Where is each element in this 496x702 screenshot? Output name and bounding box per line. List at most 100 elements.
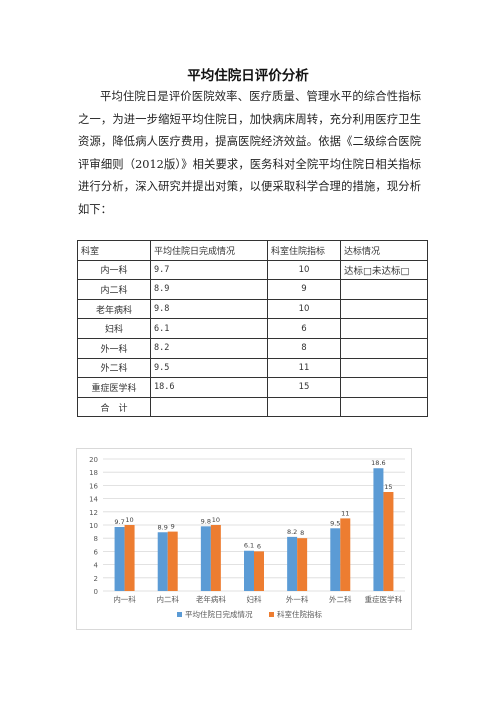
cell-status (340, 279, 428, 300)
table-row: 妇科 6.1 6 (77, 318, 428, 339)
bar (167, 531, 178, 591)
header-actual: 平均住院日完成情况 (150, 240, 268, 261)
cell-target (267, 396, 341, 418)
y-tick-label: 2 (94, 575, 98, 583)
cell-dept: 重症医学科 (77, 377, 151, 398)
y-tick-label: 18 (89, 469, 98, 477)
cell-target: 15 (267, 377, 341, 398)
data-label: 9.7 (114, 518, 124, 526)
table-row: 内一科 9.7 10 达标□未达标□ (77, 259, 428, 281)
cell-status (340, 298, 428, 320)
data-label: 9.5 (330, 519, 340, 527)
cell-status (340, 337, 428, 359)
cell-status: 达标□未达标□ (340, 259, 428, 281)
cell-target: 8 (267, 337, 341, 359)
x-tick-label: 妇科 (247, 594, 262, 604)
cell-dept: 内一科 (77, 259, 151, 281)
data-label: 8 (300, 529, 304, 537)
cell-dept: 老年病科 (77, 298, 151, 320)
cell-actual: 8.2 (150, 337, 268, 359)
cell-target: 9 (267, 279, 341, 300)
data-label: 15 (384, 483, 392, 491)
cell-actual: 9.7 (150, 259, 268, 281)
department-table: 科室 平均住院日完成情况 科室住院指标 达标情况 内一科 9.7 10 达标□未… (77, 240, 428, 418)
data-label: 8.9 (158, 523, 168, 531)
bar (210, 525, 221, 591)
x-tick-label: 外二科 (329, 594, 352, 604)
cell-actual: 9.8 (150, 298, 268, 320)
cell-dept: 外二科 (77, 357, 151, 379)
y-tick-label: 8 (94, 535, 98, 543)
data-label: 9 (171, 523, 175, 531)
chart-frame: 0 2 4 6 8 10 12 14 16 18 20 9.7 10 内一科 8.9 9 内二科 9.8 10 老年病… (76, 448, 412, 630)
data-label: 10 (125, 516, 133, 524)
cell-status (340, 377, 428, 398)
bar (200, 526, 211, 591)
y-tick-label: 6 (94, 548, 99, 556)
y-tick-label: 4 (94, 562, 99, 570)
table-total-row: 合 计 (77, 396, 428, 418)
cell-actual: 18.6 (150, 377, 268, 398)
data-label: 9.8 (201, 517, 211, 525)
cell-target: 11 (267, 357, 341, 379)
table-row: 内二科 8.9 9 (77, 279, 428, 300)
data-label: 10 (212, 516, 220, 524)
data-label: 18.6 (371, 459, 385, 467)
table-row: 外二科 9.5 11 (77, 357, 428, 379)
bar (373, 468, 384, 591)
data-label: 6 (257, 542, 261, 550)
cell-dept: 妇科 (77, 318, 151, 339)
y-tick-label: 16 (89, 482, 98, 490)
table-row: 老年病科 9.8 10 (77, 298, 428, 320)
cell-dept: 内二科 (77, 279, 151, 300)
x-tick-label: 重症医学科 (365, 594, 403, 604)
cell-actual: 8.9 (150, 279, 268, 300)
document-title: 平均住院日评价分析 (187, 68, 309, 84)
legend-swatch (177, 612, 182, 617)
bar (244, 550, 254, 591)
bar (287, 536, 298, 591)
bar (383, 492, 394, 591)
bar (297, 538, 308, 591)
x-tick-label: 外一科 (286, 594, 309, 604)
bar (114, 526, 125, 591)
header-target: 科室住院指标 (267, 240, 341, 261)
data-label: 6.1 (244, 542, 254, 550)
data-label: 8.2 (287, 528, 297, 536)
cell-status (340, 318, 428, 339)
cell-actual: 9.5 (150, 357, 268, 379)
data-label: 11 (341, 509, 349, 517)
cell-actual: 6.1 (150, 318, 268, 339)
intro-paragraph: 平均住院日是评价医院效率、医疗质量、管理水平的综合性指标之一，为进一步缩短平均住… (78, 90, 421, 216)
x-tick-label: 老年病科 (196, 594, 226, 604)
cell-target: 10 (267, 298, 341, 320)
header-status: 达标情况 (340, 240, 428, 261)
cell-target: 10 (267, 259, 341, 281)
cell-actual (150, 396, 268, 418)
legend-swatch (269, 612, 274, 617)
legend-label: 科室住院指标 (277, 609, 322, 619)
bar (124, 525, 135, 591)
y-tick-label: 0 (94, 588, 98, 596)
y-tick-label: 14 (89, 496, 98, 504)
bar (330, 528, 341, 591)
table-header-row: 科室 平均住院日完成情况 科室住院指标 达标情况 (77, 240, 428, 261)
bar (157, 532, 168, 591)
cell-target: 6 (267, 318, 341, 339)
table-row: 外一科 8.2 8 (77, 337, 428, 359)
bar (340, 518, 351, 591)
cell-dept: 外一科 (77, 337, 151, 359)
legend-label: 平均住院日完成情况 (185, 609, 253, 619)
y-tick-label: 12 (89, 509, 98, 517)
cell-status (340, 357, 428, 379)
cell-total-label: 合 计 (77, 396, 151, 418)
header-dept: 科室 (77, 240, 151, 261)
x-tick-label: 内一科 (113, 594, 136, 604)
bar (254, 551, 264, 591)
cell-status (340, 396, 428, 418)
table-row: 重症医学科 18.6 15 (77, 377, 428, 398)
y-tick-label: 20 (89, 456, 98, 464)
y-tick-label: 10 (89, 522, 98, 530)
x-tick-label: 内二科 (156, 594, 179, 604)
